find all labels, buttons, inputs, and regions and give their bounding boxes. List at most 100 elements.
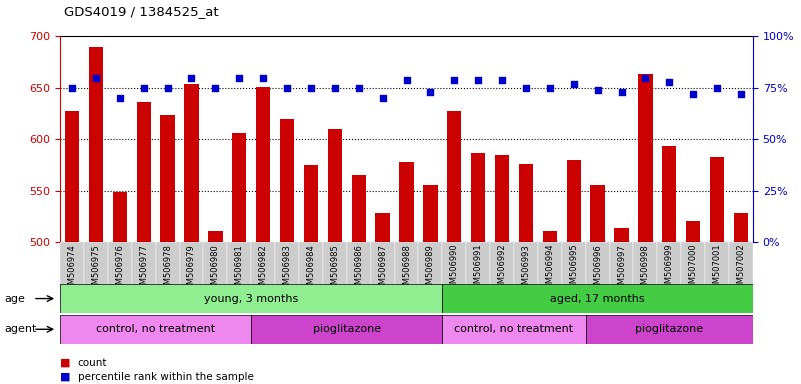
Bar xyxy=(638,74,653,242)
Point xyxy=(686,91,699,97)
Bar xyxy=(590,185,605,242)
Point xyxy=(114,95,127,101)
Bar xyxy=(538,242,562,305)
Text: GSM506989: GSM506989 xyxy=(426,244,435,295)
Bar xyxy=(227,242,252,305)
Text: pioglitazone: pioglitazone xyxy=(312,324,380,334)
Text: agent: agent xyxy=(4,324,36,334)
Text: GSM506980: GSM506980 xyxy=(211,244,219,295)
Bar xyxy=(280,119,294,242)
Point xyxy=(137,85,150,91)
Bar xyxy=(203,242,227,305)
Bar xyxy=(113,192,127,242)
Bar xyxy=(160,114,175,242)
Text: GSM507002: GSM507002 xyxy=(736,244,746,295)
Text: GSM506996: GSM506996 xyxy=(594,244,602,295)
Bar xyxy=(543,231,557,242)
Point xyxy=(639,74,652,81)
Text: GSM506986: GSM506986 xyxy=(354,244,363,295)
Bar xyxy=(519,164,533,242)
Point xyxy=(328,85,341,91)
Bar xyxy=(705,242,729,305)
Bar xyxy=(136,102,151,242)
Text: GSM506985: GSM506985 xyxy=(330,244,340,295)
Bar xyxy=(614,228,629,242)
Text: GSM506977: GSM506977 xyxy=(139,244,148,295)
Bar xyxy=(60,315,252,344)
Text: GSM506987: GSM506987 xyxy=(378,244,387,295)
Bar xyxy=(131,242,155,305)
Text: GSM507000: GSM507000 xyxy=(689,244,698,295)
Bar xyxy=(423,185,437,242)
Point xyxy=(448,76,461,83)
Bar xyxy=(252,242,275,305)
Text: control, no treatment: control, no treatment xyxy=(454,324,574,334)
Bar xyxy=(514,242,538,305)
Point xyxy=(257,74,270,81)
Bar xyxy=(89,47,103,242)
Bar xyxy=(256,87,270,242)
Text: GSM506979: GSM506979 xyxy=(187,244,196,295)
Bar xyxy=(562,242,586,305)
Text: GSM506995: GSM506995 xyxy=(570,244,578,295)
Point xyxy=(304,85,317,91)
Text: GSM506992: GSM506992 xyxy=(497,244,506,295)
Bar xyxy=(275,242,299,305)
Bar xyxy=(442,242,466,305)
Bar xyxy=(466,242,490,305)
Bar xyxy=(376,213,390,242)
Text: percentile rank within the sample: percentile rank within the sample xyxy=(78,372,254,382)
Text: GSM506984: GSM506984 xyxy=(307,244,316,295)
Point xyxy=(209,85,222,91)
Point xyxy=(280,85,293,91)
Point xyxy=(161,85,174,91)
Point xyxy=(710,85,723,91)
Text: GSM507001: GSM507001 xyxy=(713,244,722,295)
Bar xyxy=(395,242,418,305)
Bar xyxy=(304,165,318,242)
Bar xyxy=(710,157,724,242)
Text: GSM506998: GSM506998 xyxy=(641,244,650,295)
Bar xyxy=(658,242,682,305)
Text: GSM506982: GSM506982 xyxy=(259,244,268,295)
Point xyxy=(66,85,78,91)
Point xyxy=(591,87,604,93)
Bar xyxy=(729,242,753,305)
Text: control, no treatment: control, no treatment xyxy=(96,324,215,334)
Point xyxy=(424,89,437,95)
Text: pioglitazone: pioglitazone xyxy=(635,324,703,334)
Bar xyxy=(108,242,131,305)
Bar xyxy=(686,222,700,242)
Bar xyxy=(566,160,581,242)
Bar xyxy=(60,284,442,313)
Bar xyxy=(84,242,108,305)
Point xyxy=(496,76,509,83)
Text: GSM506978: GSM506978 xyxy=(163,244,172,295)
Bar xyxy=(471,152,485,242)
Point xyxy=(567,81,580,87)
Bar xyxy=(586,242,610,305)
Bar xyxy=(400,162,413,242)
Bar xyxy=(447,111,461,242)
Bar xyxy=(347,242,371,305)
Bar xyxy=(352,175,366,242)
Bar xyxy=(179,242,203,305)
Bar xyxy=(610,242,634,305)
Text: aged, 17 months: aged, 17 months xyxy=(550,293,645,304)
Bar xyxy=(252,315,442,344)
Point xyxy=(400,76,413,83)
Bar xyxy=(442,284,753,313)
Text: GSM506999: GSM506999 xyxy=(665,244,674,295)
Text: age: age xyxy=(4,293,25,304)
Text: ■: ■ xyxy=(60,358,74,368)
Text: GSM506974: GSM506974 xyxy=(67,244,77,295)
Text: GSM506994: GSM506994 xyxy=(545,244,554,295)
Bar xyxy=(371,242,395,305)
Bar xyxy=(418,242,442,305)
Text: count: count xyxy=(78,358,107,368)
Text: GSM506976: GSM506976 xyxy=(115,244,124,295)
Bar xyxy=(155,242,179,305)
Text: young, 3 months: young, 3 months xyxy=(204,293,298,304)
Point xyxy=(233,74,246,81)
Bar xyxy=(232,133,247,242)
